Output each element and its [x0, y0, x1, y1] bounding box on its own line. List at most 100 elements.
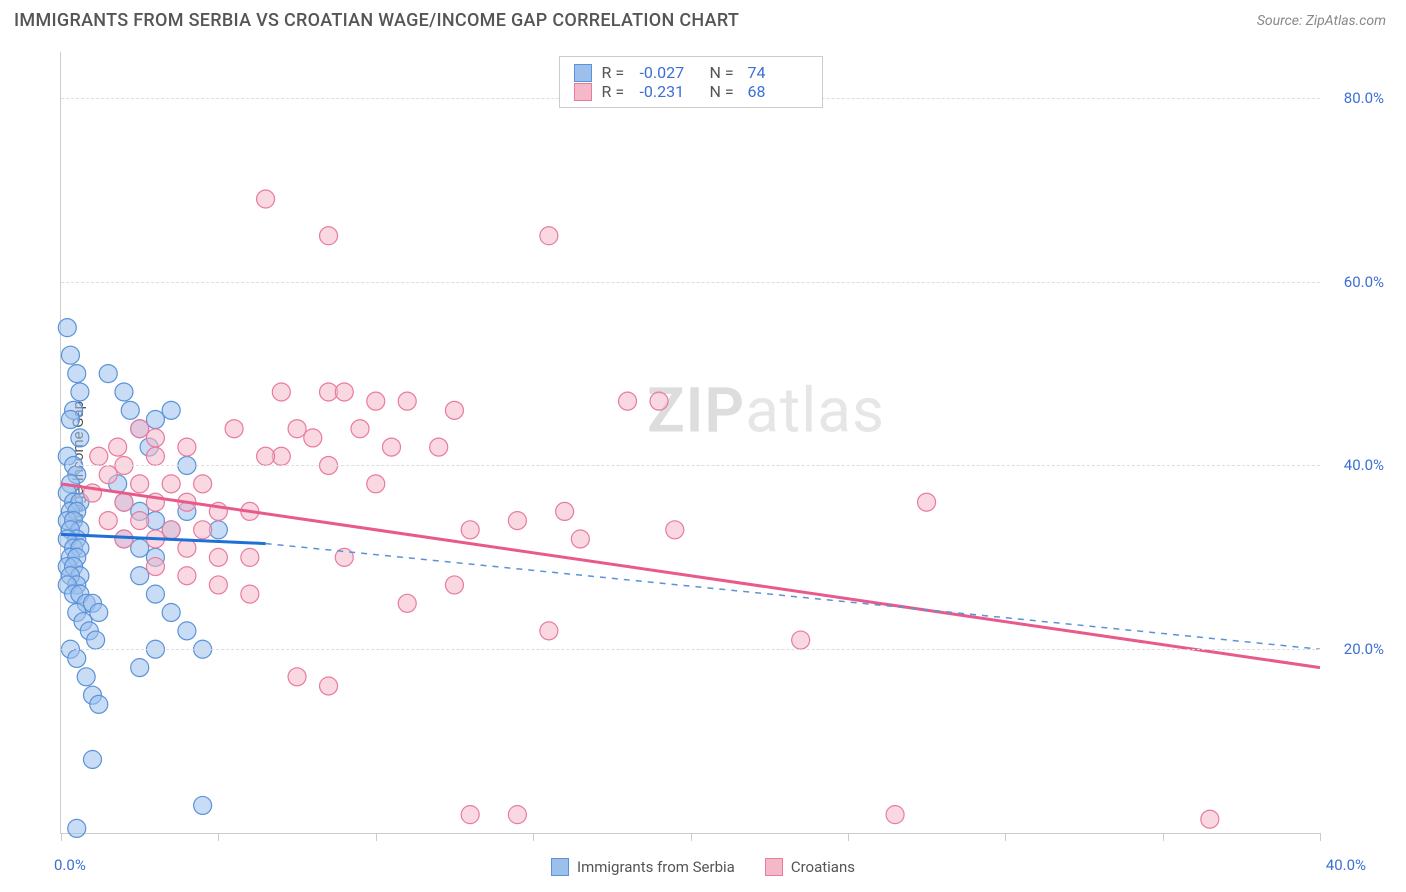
scatter-point	[461, 806, 479, 824]
scatter-point	[194, 521, 212, 539]
scatter-point	[178, 567, 196, 585]
scatter-point	[209, 548, 227, 566]
y-tick-label: 80.0%	[1344, 89, 1384, 107]
scatter-point	[288, 420, 306, 438]
scatter-point	[320, 227, 338, 245]
scatter-point	[109, 438, 127, 456]
scatter-point	[162, 603, 180, 621]
scatter-point	[121, 401, 139, 419]
stats-row-serbia: R = -0.027 N = 74	[574, 63, 808, 82]
scatter-point	[241, 585, 259, 603]
scatter-point	[288, 668, 306, 686]
y-tick-label: 20.0%	[1344, 640, 1384, 658]
scatter-point	[115, 383, 133, 401]
scatter-point	[146, 585, 164, 603]
scatter-point	[90, 695, 108, 713]
scatter-point	[90, 603, 108, 621]
y-tick-label: 60.0%	[1344, 273, 1384, 291]
scatter-point	[61, 346, 79, 364]
scatter-point	[272, 383, 290, 401]
scatter-point	[571, 530, 589, 548]
scatter-point	[886, 806, 904, 824]
scatter-point	[61, 411, 79, 429]
scatter-point	[556, 502, 574, 520]
r-value-croatians: -0.231	[640, 82, 700, 101]
scatter-point	[540, 622, 558, 640]
y-tick-label: 40.0%	[1344, 456, 1384, 474]
scatter-point	[146, 429, 164, 447]
scatter-point	[194, 475, 212, 493]
swatch-serbia-icon	[574, 64, 592, 82]
scatter-point	[90, 447, 108, 465]
scatter-point	[194, 796, 212, 814]
scatter-point	[115, 493, 133, 511]
scatter-point	[445, 401, 463, 419]
plot-region: R = -0.027 N = 74 R = -0.231 N = 68 ZIPa…	[60, 52, 1320, 834]
n-value-serbia: 74	[748, 63, 808, 82]
scatter-point	[68, 819, 86, 837]
scatter-point	[508, 806, 526, 824]
scatter-point	[430, 438, 448, 456]
scatter-point	[257, 447, 275, 465]
scatter-point	[77, 668, 95, 686]
scatter-point	[320, 677, 338, 695]
scatter-point	[382, 438, 400, 456]
trend-line-serbia-extrapolated	[266, 544, 1320, 650]
source-label: Source: ZipAtlas.com	[1257, 13, 1386, 29]
scatter-point	[792, 631, 810, 649]
swatch-croatians-icon	[574, 83, 592, 101]
scatter-point	[918, 493, 936, 511]
stats-legend: R = -0.027 N = 74 R = -0.231 N = 68	[559, 56, 823, 108]
scatter-point	[131, 475, 149, 493]
chart-title: IMMIGRANTS FROM SERBIA VS CROATIAN WAGE/…	[14, 10, 739, 31]
scatter-point	[398, 392, 416, 410]
scatter-point	[666, 521, 684, 539]
scatter-point	[71, 383, 89, 401]
scatter-point	[257, 190, 275, 208]
scatter-point	[209, 576, 227, 594]
x-axis-max-label: 40.0%	[1326, 856, 1366, 874]
chart-area: Wage/Income Gap R = -0.027 N = 74 R = -0…	[14, 44, 1392, 882]
scatter-point	[146, 411, 164, 429]
scatter-point	[508, 512, 526, 530]
scatter-point	[304, 429, 322, 447]
scatter-point	[131, 659, 149, 677]
scatter-point	[225, 420, 243, 438]
scatter-point	[131, 512, 149, 530]
scatter-point	[131, 567, 149, 585]
scatter-point	[367, 475, 385, 493]
scatter-point	[461, 521, 479, 539]
scatter-point	[58, 319, 76, 337]
scatter-point	[83, 750, 101, 768]
scatter-point	[398, 594, 416, 612]
scatter-point	[162, 521, 180, 539]
scatter-point	[162, 475, 180, 493]
scatter-point	[131, 420, 149, 438]
scatter-point	[650, 392, 668, 410]
legend-swatch-serbia-icon	[551, 858, 569, 876]
trend-line-croatians	[61, 484, 1320, 668]
scatter-point	[71, 429, 89, 447]
scatter-point	[241, 548, 259, 566]
scatter-point	[99, 466, 117, 484]
scatter-point	[146, 447, 164, 465]
scatter-point	[367, 392, 385, 410]
legend-item-serbia: Immigrants from Serbia	[551, 858, 735, 876]
r-value-serbia: -0.027	[640, 63, 700, 82]
scatter-point	[335, 383, 353, 401]
series-legend: Immigrants from Serbia Croatians	[551, 858, 855, 876]
stats-row-croatians: R = -0.231 N = 68	[574, 82, 808, 101]
scatter-point	[68, 365, 86, 383]
legend-item-croatians: Croatians	[765, 858, 855, 876]
scatter-point	[99, 365, 117, 383]
scatter-point	[619, 392, 637, 410]
scatter-point	[178, 622, 196, 640]
legend-swatch-croatians-icon	[765, 858, 783, 876]
scatter-point	[178, 539, 196, 557]
title-bar: IMMIGRANTS FROM SERBIA VS CROATIAN WAGE/…	[0, 0, 1406, 37]
legend-label-croatians: Croatians	[791, 858, 855, 876]
scatter-point	[99, 512, 117, 530]
scatter-point	[445, 576, 463, 594]
scatter-point	[131, 539, 149, 557]
scatter-point	[146, 558, 164, 576]
